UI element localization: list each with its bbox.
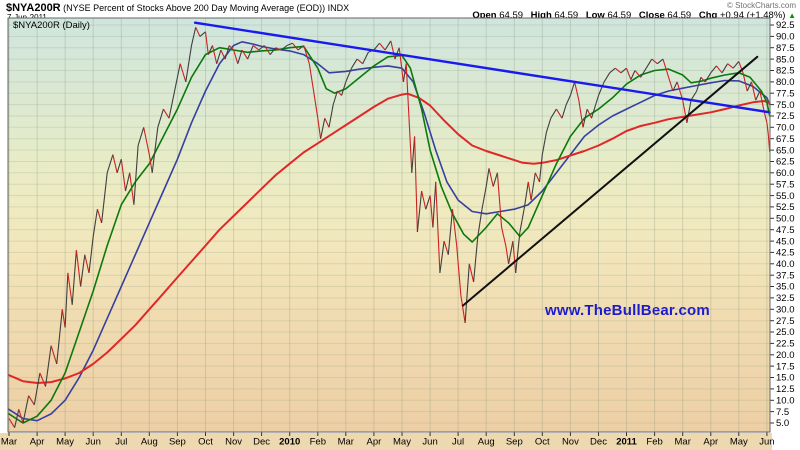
- y-axis-label: 27.5: [776, 316, 795, 327]
- y-axis-label: 10.0: [776, 396, 795, 407]
- x-axis-label: Jun: [422, 437, 437, 448]
- y-axis-label: 47.5: [776, 225, 795, 236]
- y-axis-label: 70.0: [776, 123, 795, 134]
- x-axis-label: Sep: [506, 437, 523, 448]
- low-label: Low: [585, 10, 605, 21]
- y-axis-label: 90.0: [776, 32, 795, 43]
- close-label: Close: [638, 10, 665, 21]
- x-axis-label: Mar: [675, 437, 691, 448]
- y-axis-label: 5.0: [776, 418, 789, 429]
- y-axis-label: 85.0: [776, 54, 795, 65]
- y-axis-label: 87.5: [776, 43, 795, 54]
- y-axis-label: 42.5: [776, 248, 795, 259]
- x-axis-label: Jun: [86, 437, 101, 448]
- y-axis-label: 7.5: [776, 407, 789, 418]
- x-axis-label: Oct: [198, 437, 213, 448]
- x-axis-label: Jul: [452, 437, 464, 448]
- y-axis-label: 77.5: [776, 88, 795, 99]
- up-triangle-icon: ▲: [788, 11, 796, 20]
- y-axis-label: 67.5: [776, 134, 795, 145]
- y-axis-label: 72.5: [776, 111, 795, 122]
- y-axis-label: 25.0: [776, 327, 795, 338]
- x-axis-label: Jun: [759, 437, 774, 448]
- x-axis-label: 2011: [616, 437, 637, 448]
- ma-red-line: [8, 92, 771, 384]
- y-axis-label: 30.0: [776, 305, 795, 316]
- chart-title: $NYA200R (NYSE Percent of Stocks Above 2…: [6, 2, 349, 14]
- y-axis-label: 65.0: [776, 145, 795, 156]
- y-axis-label: 15.0: [776, 373, 795, 384]
- plot-legend-label: $NYA200R (Daily): [13, 20, 90, 31]
- y-axis-label: 52.5: [776, 202, 795, 213]
- x-axis-label: May: [730, 437, 748, 448]
- high-label: High: [530, 10, 552, 21]
- y-axis-label: 62.5: [776, 157, 795, 168]
- symbol-label: $NYA200R: [6, 2, 61, 14]
- x-axis-label: Feb: [310, 437, 326, 448]
- open-label: Open: [472, 10, 497, 21]
- y-axis-label: 45.0: [776, 236, 795, 247]
- x-axis-label: Dec: [590, 437, 607, 448]
- x-axis-label: Nov: [562, 437, 579, 448]
- watermark-link-text: www.TheBullBear.com: [545, 302, 710, 319]
- x-axis-label: Apr: [30, 437, 45, 448]
- y-axis-label: 50.0: [776, 214, 795, 225]
- low-value: 64.59: [607, 10, 632, 21]
- y-axis-label: 17.5: [776, 361, 795, 372]
- chg-label: Chg: [698, 10, 718, 21]
- y-axis-label: 32.5: [776, 293, 795, 304]
- x-axis-label: Jul: [115, 437, 127, 448]
- x-axis-label: Apr: [367, 437, 382, 448]
- high-value: 64.59: [554, 10, 579, 21]
- x-axis-label: Aug: [478, 437, 495, 448]
- stockcharts-copyright: © StockCharts.com: [726, 1, 796, 10]
- x-axis-label: May: [393, 437, 411, 448]
- y-axis-label: 22.5: [776, 339, 795, 350]
- x-axis-label: Mar: [1, 437, 17, 448]
- close-value: 64.59: [667, 10, 692, 21]
- x-axis-label: May: [56, 437, 74, 448]
- y-axis-label: 82.5: [776, 66, 795, 77]
- y-axis-label: 37.5: [776, 270, 795, 281]
- x-axis-label: Dec: [253, 437, 270, 448]
- x-axis-strip: [0, 433, 772, 450]
- y-axis-label: 92.5: [776, 20, 795, 31]
- y-axis-label: 40.0: [776, 259, 795, 270]
- x-axis-label: Mar: [338, 437, 354, 448]
- y-axis-label: 60.0: [776, 168, 795, 179]
- y-axis-label: 57.5: [776, 179, 795, 190]
- y-axis-label: 35.0: [776, 282, 795, 293]
- y-axis-label: 75.0: [776, 100, 795, 111]
- x-axis-label: Sep: [169, 437, 186, 448]
- y-axis-label: 55.0: [776, 191, 795, 202]
- y-axis-label: 20.0: [776, 350, 795, 361]
- y-axis-label: 80.0: [776, 77, 795, 88]
- open-value: 64.59: [499, 10, 524, 21]
- x-axis-label: Apr: [703, 437, 718, 448]
- x-axis-label: 2010: [279, 437, 300, 448]
- x-axis-label: Aug: [141, 437, 158, 448]
- title-description: (NYSE Percent of Stocks Above 200 Day Mo…: [63, 3, 350, 13]
- descending-trendline-blue: [193, 21, 771, 114]
- ma-blue-line: [8, 40, 771, 422]
- x-axis-label: Oct: [535, 437, 550, 448]
- x-axis-label: Feb: [646, 437, 662, 448]
- price-line: [8, 27, 771, 428]
- plot-background-gradient: [8, 18, 770, 432]
- chg-value: +0.94 (+1.48%): [719, 10, 786, 21]
- ohlc-quote-bar: Open 64.59 High 64.59 Low 64.59 Close 64…: [472, 10, 796, 21]
- x-axis-label: Nov: [225, 437, 242, 448]
- ascending-trendline-black: [461, 55, 759, 307]
- y-axis-label: 12.5: [776, 384, 795, 395]
